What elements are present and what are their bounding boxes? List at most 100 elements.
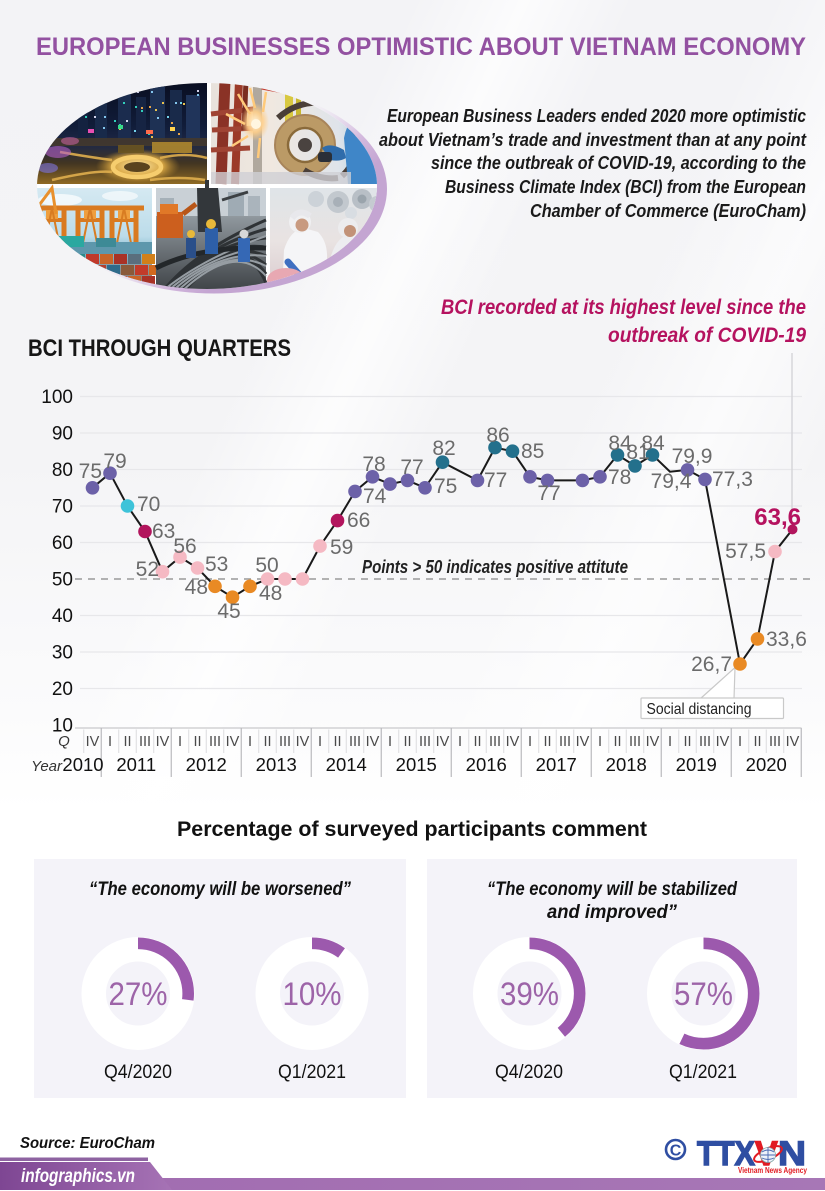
svg-text:III: III [419,734,431,750]
svg-text:2016: 2016 [466,754,507,775]
svg-text:50: 50 [52,570,73,591]
svg-text:26,7: 26,7 [691,653,732,676]
svg-text:IV: IV [86,734,100,750]
svg-text:IV: IV [296,734,310,750]
svg-text:II: II [263,734,271,750]
svg-text:Q: Q [58,733,70,750]
svg-text:53: 53 [205,553,228,576]
svg-text:48: 48 [259,582,282,605]
svg-text:European Business Leaders ende: European Business Leaders ended 2020 mor… [387,106,806,126]
svg-text:63: 63 [152,520,175,543]
svg-text:84: 84 [641,432,665,455]
svg-text:IV: IV [716,734,730,750]
svg-text:74: 74 [363,485,387,508]
svg-text:75: 75 [434,475,457,498]
svg-text:77: 77 [400,456,423,479]
svg-text:60: 60 [52,533,73,554]
svg-text:Q4/2020: Q4/2020 [104,1062,172,1083]
svg-text:2012: 2012 [186,754,227,775]
svg-text:II: II [193,734,201,750]
svg-text:III: III [209,734,221,750]
svg-text:77: 77 [484,469,507,492]
svg-text:2019: 2019 [676,754,717,775]
svg-text:20: 20 [52,679,73,700]
svg-text:III: III [629,734,641,750]
svg-text:40: 40 [52,606,73,627]
svg-text:2011: 2011 [116,754,156,775]
svg-text:Year: Year [31,758,63,775]
svg-text:Social distancing: Social distancing [647,701,752,718]
svg-text:I: I [318,734,322,750]
svg-text:IV: IV [786,734,800,750]
svg-text:IV: IV [646,734,660,750]
svg-text:Points > 50 indicates positive: Points > 50 indicates positive attitute [362,557,628,577]
svg-text:78: 78 [608,466,631,489]
svg-text:IV: IV [156,734,170,750]
svg-text:85: 85 [521,440,544,463]
svg-text:II: II [333,734,341,750]
svg-text:I: I [528,734,532,750]
svg-text:IV: IV [366,734,380,750]
svg-text:30: 30 [52,643,73,664]
svg-text:2015: 2015 [396,754,437,775]
svg-text:10%: 10% [283,976,342,1012]
svg-text:2014: 2014 [326,754,367,775]
svg-text:III: III [139,734,151,750]
svg-text:outbreak of COVID-19: outbreak of COVID-19 [608,324,806,347]
svg-text:I: I [598,734,602,750]
svg-text:52: 52 [136,558,159,581]
svg-text:III: III [279,734,291,750]
svg-text:84: 84 [608,432,632,455]
svg-text:IV: IV [226,734,240,750]
svg-text:57%: 57% [674,976,733,1012]
svg-text:III: III [559,734,571,750]
svg-text:100: 100 [41,387,73,408]
svg-text:Chamber of Commerce (EuroCham): Chamber of Commerce (EuroCham) [530,201,806,221]
svg-text:N: N [778,1135,806,1173]
svg-text:10: 10 [52,716,73,737]
svg-text:2018: 2018 [606,754,647,775]
svg-text:III: III [699,734,711,750]
svg-text:2020: 2020 [746,754,787,775]
svg-text:I: I [248,734,252,750]
svg-text:II: II [683,734,691,750]
svg-text:79,4: 79,4 [651,470,692,493]
svg-text:Source: EuroCham: Source: EuroCham [20,1135,155,1152]
svg-text:I: I [738,734,742,750]
svg-text:Vietnam News Agency: Vietnam News Agency [738,1165,807,1175]
svg-text:II: II [753,734,761,750]
svg-text:2013: 2013 [256,754,297,775]
svg-text:I: I [178,734,182,750]
svg-text:39%: 39% [500,976,559,1012]
svg-text:79: 79 [103,450,126,473]
svg-text:82: 82 [432,437,455,460]
svg-text:IV: IV [506,734,520,750]
svg-text:63,6: 63,6 [754,504,801,531]
svg-text:56: 56 [173,535,196,558]
svg-text:“The economy will be stabilize: “The economy will be stabilized [487,879,737,900]
svg-text:70: 70 [52,497,73,518]
svg-text:II: II [473,734,481,750]
svg-text:TTX: TTX [697,1135,755,1173]
svg-text:Percentage of surveyed partici: Percentage of surveyed participants comm… [177,818,647,841]
svg-text:III: III [489,734,501,750]
svg-text:I: I [458,734,462,750]
svg-text:C: C [670,1143,682,1160]
svg-text:90: 90 [52,424,73,445]
svg-text:III: III [349,734,361,750]
svg-text:33,6: 33,6 [766,628,807,651]
svg-text:2010: 2010 [62,754,103,775]
svg-text:77,3: 77,3 [712,468,753,491]
svg-text:Business Climate Index (BCI) f: Business Climate Index (BCI) from the Eu… [445,177,806,197]
svg-text:Q1/2021: Q1/2021 [278,1062,346,1083]
svg-text:Q4/2020: Q4/2020 [495,1062,563,1083]
svg-text:48: 48 [185,576,208,599]
svg-text:80: 80 [52,460,73,481]
svg-text:“The economy will be worsened”: “The economy will be worsened” [89,879,351,900]
svg-text:infographics.vn: infographics.vn [21,1166,135,1187]
svg-text:45: 45 [217,600,240,623]
svg-text:I: I [668,734,672,750]
svg-text:III: III [769,734,781,750]
svg-text:I: I [108,734,112,750]
svg-text:IV: IV [436,734,450,750]
